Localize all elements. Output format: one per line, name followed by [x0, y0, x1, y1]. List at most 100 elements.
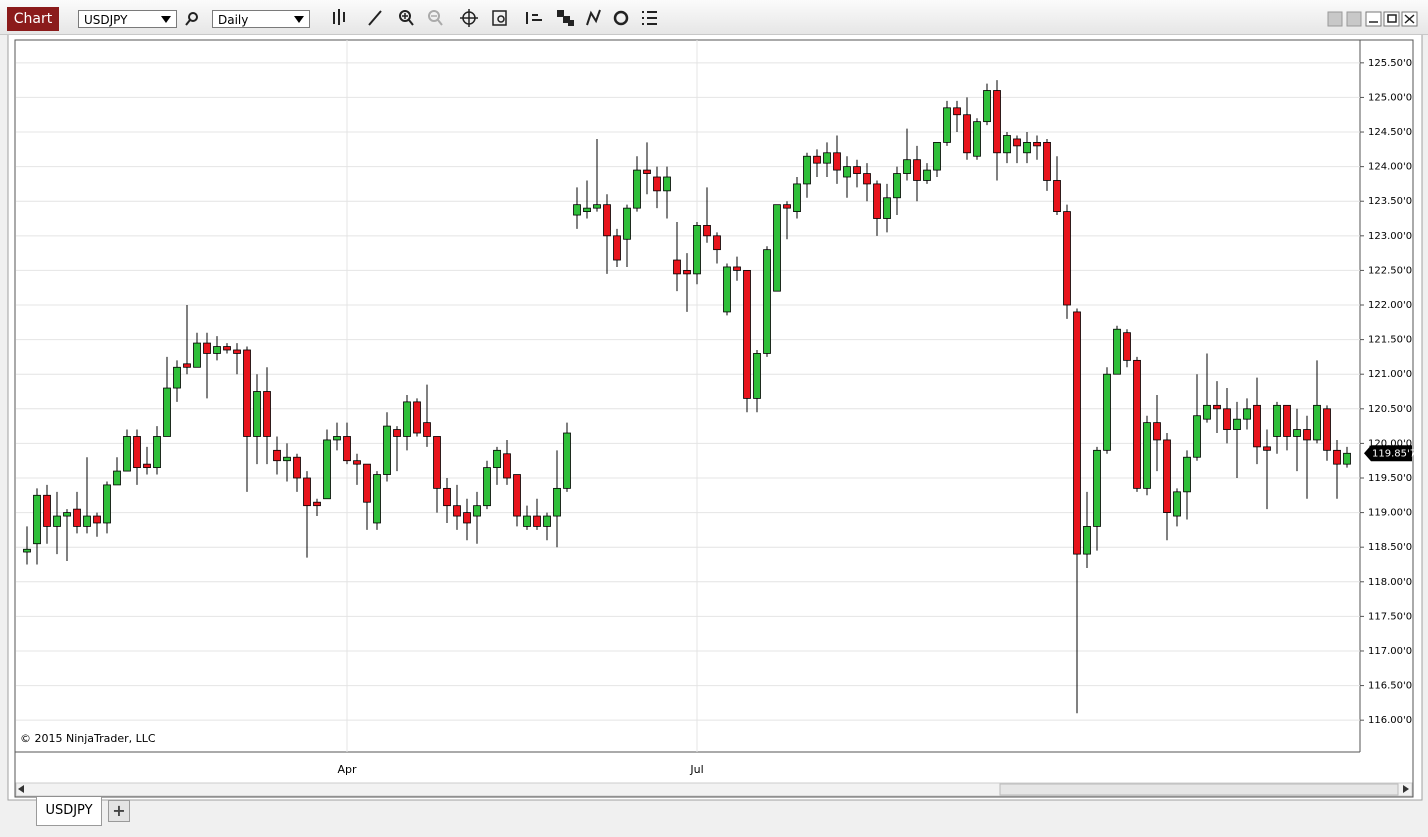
candle-body: [53, 515, 61, 527]
candle-body: [323, 439, 331, 500]
candle-body: [223, 346, 231, 351]
candle-body: [303, 477, 311, 507]
data-box-icon[interactable]: [492, 10, 507, 26]
candle-body: [1163, 439, 1171, 513]
candle-body: [683, 270, 691, 275]
candle-body: [383, 425, 391, 475]
candle-body: [313, 501, 321, 507]
candle-body: [833, 152, 841, 171]
draw-icon[interactable]: [368, 10, 382, 26]
toolbar-icons: [185, 9, 1418, 27]
candle-body: [433, 436, 441, 489]
candle-body: [553, 487, 561, 517]
add-tab-button[interactable]: +: [108, 800, 130, 822]
candle-body: [813, 155, 821, 164]
scroll-left[interactable]: [18, 785, 24, 793]
candle-body: [653, 176, 661, 192]
properties-icon[interactable]: [642, 11, 657, 25]
candle-body: [253, 391, 261, 437]
candle-body: [1043, 142, 1051, 181]
candle-body: [1083, 526, 1091, 555]
window-tile-button[interactable]: [1327, 11, 1343, 27]
candle-body: [923, 169, 931, 181]
candle-body: [943, 107, 951, 143]
candle-body: [1093, 449, 1101, 527]
candle-body: [663, 176, 671, 192]
strategies-icon[interactable]: [557, 10, 574, 26]
candle-body: [293, 456, 301, 479]
interval-select[interactable]: Daily: [212, 10, 310, 28]
scrollbar-thumb[interactable]: [999, 783, 1399, 796]
candle-body: [733, 266, 741, 271]
candle-body: [723, 266, 731, 313]
y-tick-label: 117.00'0: [1368, 646, 1412, 657]
zoom-out-icon[interactable]: [428, 10, 443, 26]
reload-icon[interactable]: [613, 10, 629, 26]
candle-body: [673, 259, 681, 275]
candle-body: [863, 173, 871, 185]
chart-menu-button[interactable]: Chart: [7, 7, 59, 31]
candle-body: [473, 505, 481, 517]
instrument-tab[interactable]: USDJPY: [36, 797, 102, 826]
candle-body: [523, 515, 531, 527]
candle-body: [1063, 211, 1071, 306]
candle-body: [1253, 404, 1261, 448]
candle-body: [113, 470, 121, 486]
candle-body: [193, 342, 201, 368]
x-tick-label: Jul: [689, 763, 703, 776]
candle-body: [153, 436, 161, 469]
candle-body: [693, 225, 701, 275]
y-tick-label: 116.00'0: [1368, 715, 1412, 726]
candle-body: [1133, 359, 1141, 489]
candle-body: [953, 107, 961, 116]
candle-body: [1203, 404, 1211, 420]
candle-body: [743, 270, 751, 399]
candle-body: [1243, 408, 1251, 420]
candle-body: [33, 494, 41, 545]
y-tick-label: 119.50'0: [1368, 473, 1412, 484]
candle-body: [1023, 142, 1031, 154]
plot-area: 116.00'0 116.50'0 117.00'0 117.50'0 118.00'0…: [16, 40, 1416, 776]
candle-body: [903, 159, 911, 174]
y-tick-label: 123.50'0: [1368, 196, 1412, 207]
y-tick-label: 121.50'0: [1368, 335, 1412, 346]
indicators-icon[interactable]: [526, 12, 542, 24]
candle-body: [493, 449, 501, 469]
candle-body: [1273, 404, 1281, 437]
candle-body: [453, 505, 461, 517]
candle-body: [443, 487, 451, 507]
y-tick-label: 122.00'0: [1368, 300, 1412, 311]
scroll-right[interactable]: [1403, 785, 1409, 793]
candle-body: [373, 474, 381, 524]
minimize-button[interactable]: [1365, 11, 1382, 27]
candle-body: [1333, 449, 1341, 465]
y-tick-label: 124.00'0: [1368, 162, 1412, 173]
candle-body: [1103, 373, 1111, 451]
candle-body: [133, 436, 141, 469]
candle-body: [963, 114, 971, 154]
candle-body: [413, 401, 421, 434]
templates-icon[interactable]: [586, 9, 601, 26]
candle-body: [403, 401, 411, 437]
candle-body: [1213, 404, 1221, 410]
candle-body: [1223, 408, 1231, 430]
candle-body: [233, 349, 241, 354]
zoom-in-icon[interactable]: [399, 10, 414, 26]
y-tick-label: 120.00'0: [1368, 438, 1412, 449]
search-icon[interactable]: [185, 12, 198, 26]
crosshair-icon[interactable]: [460, 9, 478, 27]
candle-body: [1303, 429, 1311, 441]
candle-body: [1073, 311, 1081, 555]
candle-body: [73, 508, 81, 527]
candle-body: [893, 173, 901, 199]
y-tick-label: 118.50'0: [1368, 542, 1412, 553]
candle-body: [93, 515, 101, 524]
window-tile-button[interactable]: [1346, 11, 1362, 27]
candle-body: [283, 456, 291, 462]
candle-body: [1153, 422, 1161, 441]
candle-body: [183, 363, 191, 368]
instrument-select[interactable]: USDJPY: [78, 10, 177, 28]
bar-type-icon[interactable]: [333, 9, 345, 25]
